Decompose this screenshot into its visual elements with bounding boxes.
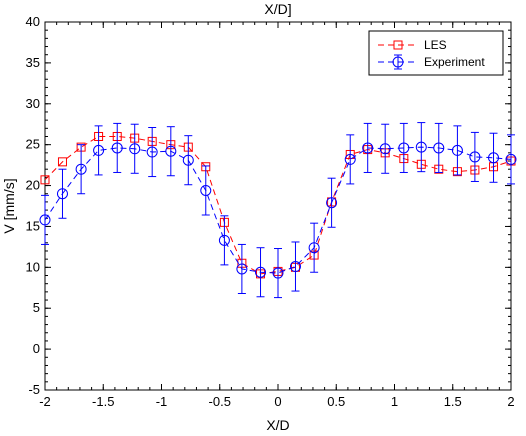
x-tick-label: 0.5 <box>327 394 345 409</box>
y-tick-label: 15 <box>26 218 40 233</box>
y-tick-label: 30 <box>26 96 40 111</box>
data-point <box>57 157 67 167</box>
data-point <box>469 151 481 163</box>
y-tick-label: 35 <box>26 55 40 70</box>
data-point <box>272 267 284 279</box>
data-point <box>451 144 463 156</box>
legend-item-les: LES <box>378 38 447 52</box>
legend-les-label: LES <box>424 38 447 52</box>
legend-experiment-label: Experiment <box>424 55 485 69</box>
plot-border <box>44 21 512 391</box>
data-point <box>488 152 500 164</box>
x-axis: -2 -1.5 -1 -0.5 0 0.5 1 1.5 2 <box>39 22 515 409</box>
x-tick-label: 0 <box>274 394 281 409</box>
legend: LES Experiment <box>368 30 504 76</box>
x-tick-label: 1 <box>391 394 398 409</box>
series-experiment <box>39 122 517 299</box>
data-point <box>111 142 123 154</box>
data-point <box>379 143 391 155</box>
y-axis: -5 0 5 10 15 20 25 30 35 40 <box>26 14 511 397</box>
series-line <box>44 146 512 274</box>
x-tick-label: -1 <box>156 394 168 409</box>
data-point <box>415 141 427 153</box>
y-tick-label: 5 <box>33 300 40 315</box>
data-point <box>236 263 248 275</box>
data-point <box>93 144 105 156</box>
data-point <box>200 184 212 196</box>
data-point <box>165 145 177 157</box>
data-point <box>344 153 356 165</box>
x-tick-label: 2 <box>507 394 514 409</box>
data-point <box>56 188 68 200</box>
data-point <box>362 142 374 154</box>
x-axis-label: X/D <box>266 417 289 433</box>
y-tick-label: 0 <box>33 341 40 356</box>
y-axis-label: V [mm/s] <box>1 178 17 233</box>
legend-item-experiment: Experiment <box>378 54 485 70</box>
series-layer <box>39 122 517 299</box>
x-tick-label: -1.5 <box>92 394 114 409</box>
plot-frame <box>44 21 512 391</box>
data-point <box>289 261 301 273</box>
x-tick-label: -2 <box>39 394 51 409</box>
y-tick-label: -5 <box>28 382 40 397</box>
data-point <box>505 153 517 165</box>
data-point <box>75 163 87 175</box>
data-point <box>398 142 410 154</box>
y-tick-label: 25 <box>26 137 40 152</box>
data-point <box>433 142 445 154</box>
data-point <box>146 146 158 158</box>
legend-les-marker <box>393 40 403 50</box>
x-tick-label: -0.5 <box>209 394 231 409</box>
data-point <box>182 154 194 166</box>
data-point <box>129 143 141 155</box>
data-point <box>218 234 230 246</box>
y-tick-label: 10 <box>26 259 40 274</box>
data-point <box>326 197 338 209</box>
data-point <box>255 266 267 278</box>
data-point <box>40 175 50 185</box>
x-tick-label: 1.5 <box>444 394 462 409</box>
legend-box <box>368 30 504 76</box>
legend-experiment-marker <box>392 56 404 68</box>
y-tick-label: 20 <box>26 178 40 193</box>
series-line <box>44 135 512 275</box>
data-point <box>39 214 51 226</box>
chart-title: X/D] <box>264 1 291 17</box>
data-point <box>308 242 320 254</box>
y-tick-label: 40 <box>26 14 40 29</box>
